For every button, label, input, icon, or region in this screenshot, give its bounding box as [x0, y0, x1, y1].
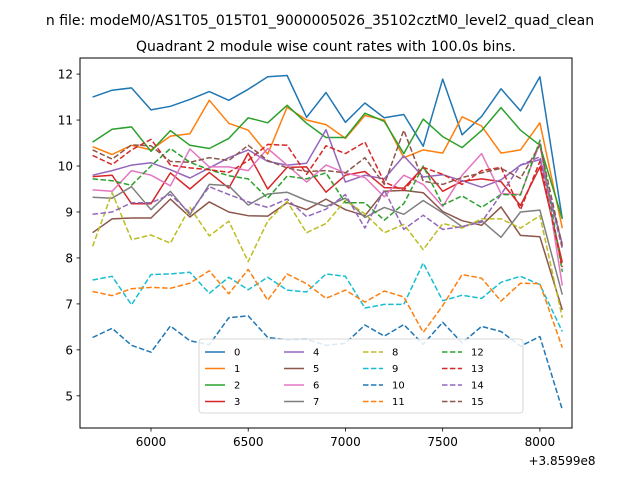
legend-11-label: 11 [392, 397, 405, 408]
series-1-line [92, 99, 564, 229]
y-tick-12-label: 12 [58, 68, 73, 82]
y-tick-7-label: 7 [65, 297, 73, 311]
axes-frame [79, 57, 573, 429]
x-axis-offset-label: +3.8599e8 [528, 454, 595, 468]
legend-13-label: 13 [471, 364, 484, 375]
x-tick-6000-label: 6000 [136, 435, 167, 449]
series-9-line [92, 262, 563, 332]
y-tick-9-label: 9 [65, 205, 73, 219]
legend-2-label: 2 [234, 381, 240, 392]
series-15-line [92, 129, 564, 247]
series-13-line [92, 138, 564, 268]
y-tick-8-label: 8 [65, 251, 73, 265]
legend-7-label: 7 [313, 397, 319, 408]
legend-1-label: 1 [234, 364, 240, 375]
series-3-line [92, 152, 564, 263]
series-11-line [92, 268, 564, 348]
legend-9-label: 9 [392, 364, 398, 375]
series-6-line [92, 142, 564, 286]
legend-14-label: 14 [471, 381, 484, 392]
y-tick-10-label: 10 [58, 160, 73, 174]
legend-10-label: 10 [392, 381, 405, 392]
series-5-line [92, 189, 564, 311]
y-tick-5-label: 5 [65, 389, 73, 403]
chart-title: Quadrant 2 module wise count rates with … [136, 39, 516, 55]
series-8-line [91, 191, 564, 318]
y-tick-11-label: 11 [58, 114, 73, 128]
series-0-line [92, 74, 564, 220]
series-4-line [92, 128, 564, 245]
series-7-line [92, 183, 564, 295]
figure-suptitle: n file: modeM0/AS1T05_015T01_9000005026_… [46, 13, 594, 29]
legend-6-label: 6 [313, 381, 319, 392]
legend-15-label: 15 [471, 397, 484, 408]
x-tick-8000-label: 8000 [525, 435, 556, 449]
x-tick-7500-label: 7500 [427, 435, 458, 449]
y-tick-6-label: 6 [65, 343, 73, 357]
legend-0-label: 0 [234, 348, 240, 359]
x-tick-7000-label: 7000 [330, 435, 361, 449]
x-axis: 6000 6500 7000 7500 8000 [136, 428, 555, 449]
legend-3-label: 3 [234, 397, 240, 408]
legend-5-label: 5 [313, 364, 319, 375]
legend-12-label: 12 [471, 348, 484, 359]
legend-frame [198, 338, 524, 414]
series-14-line [92, 156, 564, 249]
x-tick-6500-label: 6500 [233, 435, 264, 449]
series-2-line [92, 104, 564, 220]
y-axis: 5 6 7 8 9 10 11 12 [58, 68, 80, 403]
legend-4-label: 4 [313, 348, 319, 359]
legend-8-label: 8 [392, 348, 398, 359]
